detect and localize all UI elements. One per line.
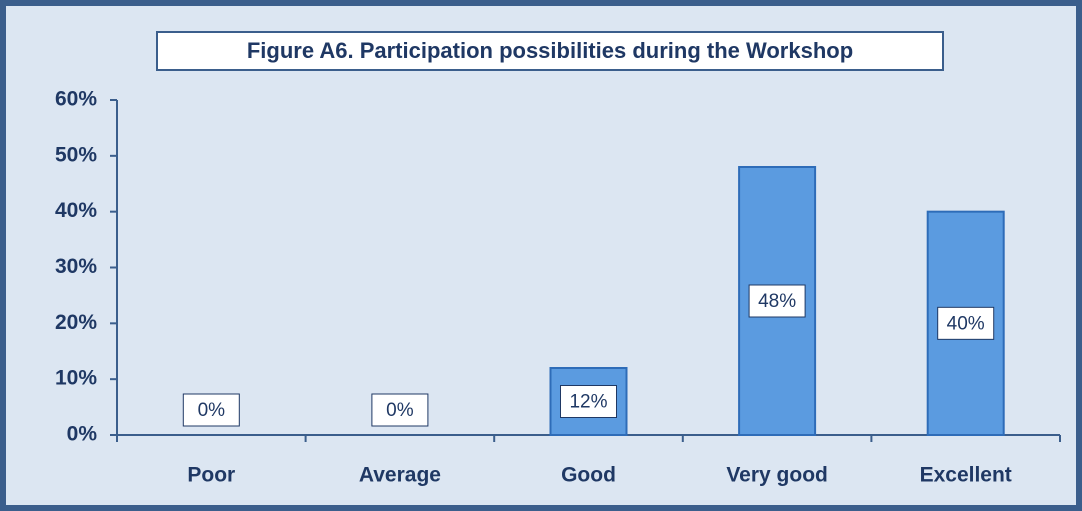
x-tick-label: Good — [561, 464, 616, 487]
title-box — [156, 31, 944, 71]
value-label-box — [182, 393, 240, 427]
value-label-box — [748, 284, 806, 318]
chart-title: Figure A6. Participation possibilities d… — [247, 38, 853, 63]
x-tick-label: Poor — [187, 464, 235, 487]
y-tick-label: 0% — [67, 423, 98, 446]
y-tick-label: 40% — [55, 199, 97, 222]
value-label-box — [937, 306, 995, 340]
x-tick-label: Average — [359, 464, 441, 487]
y-tick-label: 30% — [55, 255, 97, 278]
x-tick-label: Excellent — [920, 464, 1012, 487]
value-label: 40% — [947, 313, 985, 334]
value-label: 12% — [569, 392, 607, 413]
value-label: 0% — [198, 400, 226, 421]
y-tick-label: 10% — [55, 367, 97, 390]
y-tick-label: 60% — [55, 88, 97, 111]
value-label-box — [560, 385, 617, 418]
value-label-box — [371, 393, 429, 427]
y-tick-label: 50% — [55, 143, 97, 166]
value-label: 48% — [758, 291, 796, 312]
value-label: 0% — [386, 400, 414, 421]
y-tick-label: 20% — [55, 311, 97, 334]
x-tick-label: Very good — [726, 464, 828, 487]
